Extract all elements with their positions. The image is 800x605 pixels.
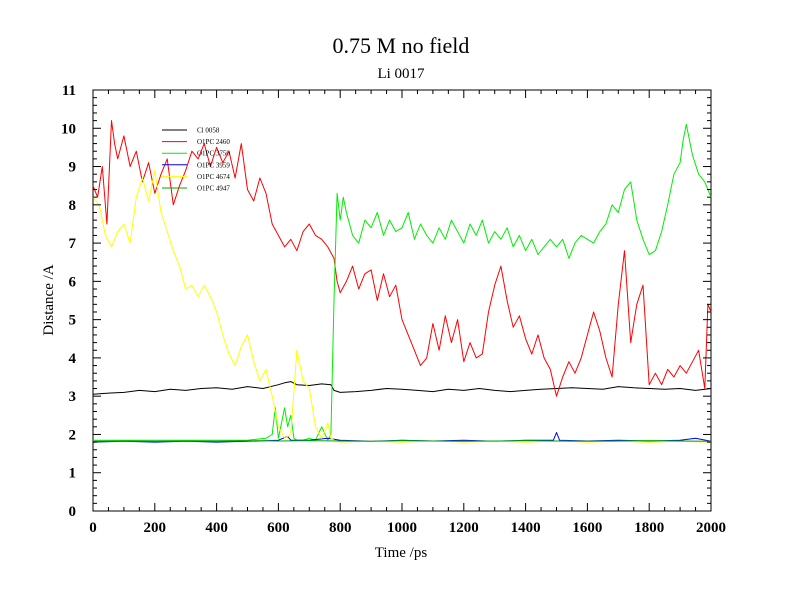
y-tick-label: 9 [69, 160, 77, 176]
plot-area: 0 200 400 600 800 1000 1200 1400 1600 1800 2000 0 1 2… [61, 83, 726, 536]
y-axis-label: Distance /A [41, 264, 57, 335]
y-tick-label: 4 [69, 351, 77, 367]
y-tick-label: 0 [69, 504, 77, 520]
legend-label: O1PC 4947 [197, 185, 230, 193]
x-tick-label: 1400 [511, 520, 541, 536]
ticks-layer: 0 200 400 600 800 1000 1200 1400 1600 1800 2000 0 1 2… [61, 83, 726, 536]
legend-label: Cl 0058 [197, 127, 220, 135]
x-tick-label: 1800 [634, 520, 664, 536]
x-tick-label: 1200 [449, 520, 479, 536]
x-tick-label: 400 [205, 520, 228, 536]
y-tick-label: 3 [69, 389, 77, 405]
x-tick-label: 800 [329, 520, 352, 536]
legend-label: O1PC 3750 [197, 150, 230, 158]
x-axis-label: Time /ps [375, 545, 428, 561]
x-tick-label: 0 [89, 520, 97, 536]
x-tick-label: 1000 [387, 520, 417, 536]
y-tick-label: 11 [62, 83, 76, 99]
x-tick-label: 200 [144, 520, 167, 536]
legend-label: O1PC 2460 [197, 138, 230, 146]
x-tick-label: 2000 [696, 520, 726, 536]
x-tick-label: 600 [267, 520, 290, 536]
chart-title: 0.75 M no field [333, 33, 470, 58]
legend: Cl 0058 O1PC 2460 O1PC 3750 O1PC 3959 O1PC 4… [162, 127, 230, 193]
chart-subtitle: Li 0017 [377, 66, 425, 82]
series-layer [92, 120, 712, 443]
series-line-5 [92, 440, 712, 442]
y-tick-label: 2 [69, 427, 77, 443]
legend-label: O1PC 4674 [197, 173, 230, 181]
y-tick-label: 8 [69, 198, 77, 214]
x-tick-label: 1600 [572, 520, 602, 536]
y-tick-label: 10 [61, 121, 76, 137]
y-tick-label: 7 [69, 236, 77, 252]
y-tick-label: 5 [69, 313, 77, 329]
series-line-2 [93, 123, 712, 441]
y-tick-label: 6 [69, 274, 77, 290]
series-line-0 [92, 381, 712, 395]
legend-label: O1PC 3959 [197, 161, 230, 169]
series-line-1 [92, 120, 712, 397]
y-tick-label: 1 [69, 466, 77, 482]
